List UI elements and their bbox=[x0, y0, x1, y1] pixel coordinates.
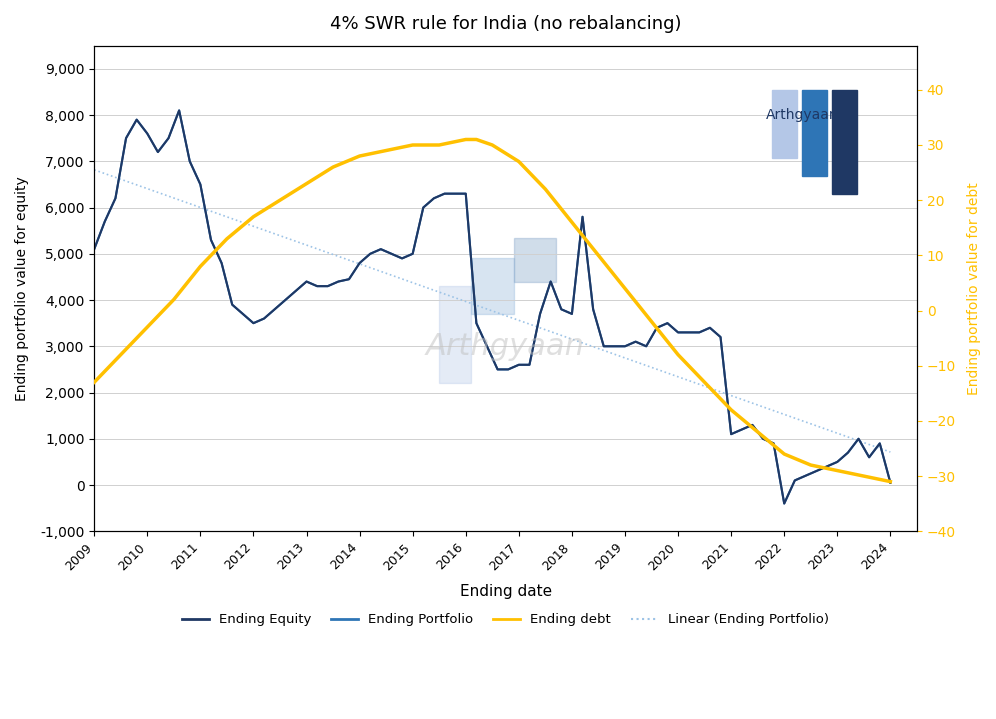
Y-axis label: Ending portfolio value for debt: Ending portfolio value for debt bbox=[967, 182, 981, 395]
Title: 4% SWR rule for India (no rebalancing): 4% SWR rule for India (no rebalancing) bbox=[330, 15, 681, 33]
Legend: Ending Equity, Ending Portfolio, Ending debt, Linear (Ending Portfolio): Ending Equity, Ending Portfolio, Ending … bbox=[177, 608, 834, 631]
Bar bbox=[471, 258, 514, 314]
Y-axis label: Ending portfolio value for equity: Ending portfolio value for equity bbox=[15, 176, 29, 401]
X-axis label: Ending date: Ending date bbox=[459, 584, 552, 599]
Text: Arthgyaan: Arthgyaan bbox=[426, 332, 585, 361]
Bar bbox=[514, 237, 556, 282]
Bar bbox=[439, 286, 471, 383]
Text: Arthgyaan: Arthgyaan bbox=[766, 108, 838, 122]
